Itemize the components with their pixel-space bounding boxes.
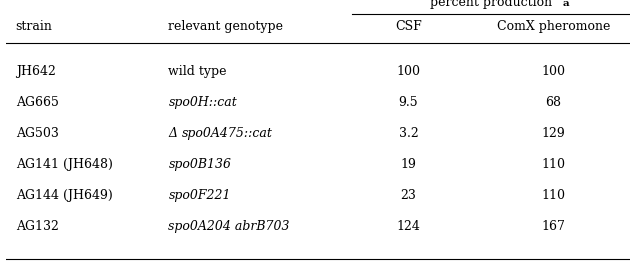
Text: Δ: Δ — [169, 127, 177, 140]
Text: 100: 100 — [541, 65, 565, 78]
Text: AG665: AG665 — [16, 96, 59, 109]
Text: 19: 19 — [401, 158, 417, 171]
Text: strain: strain — [16, 20, 53, 33]
Text: 167: 167 — [541, 220, 565, 233]
Text: 23: 23 — [401, 189, 417, 202]
Text: AG144 (JH649): AG144 (JH649) — [16, 189, 113, 202]
Text: percent production: percent production — [430, 0, 552, 9]
Text: 110: 110 — [541, 158, 565, 171]
Text: spo0B136: spo0B136 — [169, 158, 232, 171]
Text: wild type: wild type — [169, 65, 227, 78]
Text: JH642: JH642 — [16, 65, 55, 78]
Text: spo0A204 abrB703: spo0A204 abrB703 — [169, 220, 290, 233]
Text: relevant genotype: relevant genotype — [169, 20, 284, 33]
Text: AG141 (JH648): AG141 (JH648) — [16, 158, 113, 171]
Text: CSF: CSF — [395, 20, 422, 33]
Text: 68: 68 — [545, 96, 562, 109]
Text: 124: 124 — [396, 220, 420, 233]
Text: 129: 129 — [541, 127, 565, 140]
Text: 110: 110 — [541, 189, 565, 202]
Text: spo0F221: spo0F221 — [169, 189, 231, 202]
Text: 3.2: 3.2 — [399, 127, 418, 140]
Text: a: a — [563, 0, 569, 8]
Text: 9.5: 9.5 — [399, 96, 418, 109]
Text: 100: 100 — [396, 65, 420, 78]
Text: AG132: AG132 — [16, 220, 59, 233]
Text: AG503: AG503 — [16, 127, 59, 140]
Text: spo0H::cat: spo0H::cat — [169, 96, 237, 109]
Text: ComX pheromone: ComX pheromone — [497, 20, 610, 33]
Text: spo0A475::cat: spo0A475::cat — [182, 127, 273, 140]
